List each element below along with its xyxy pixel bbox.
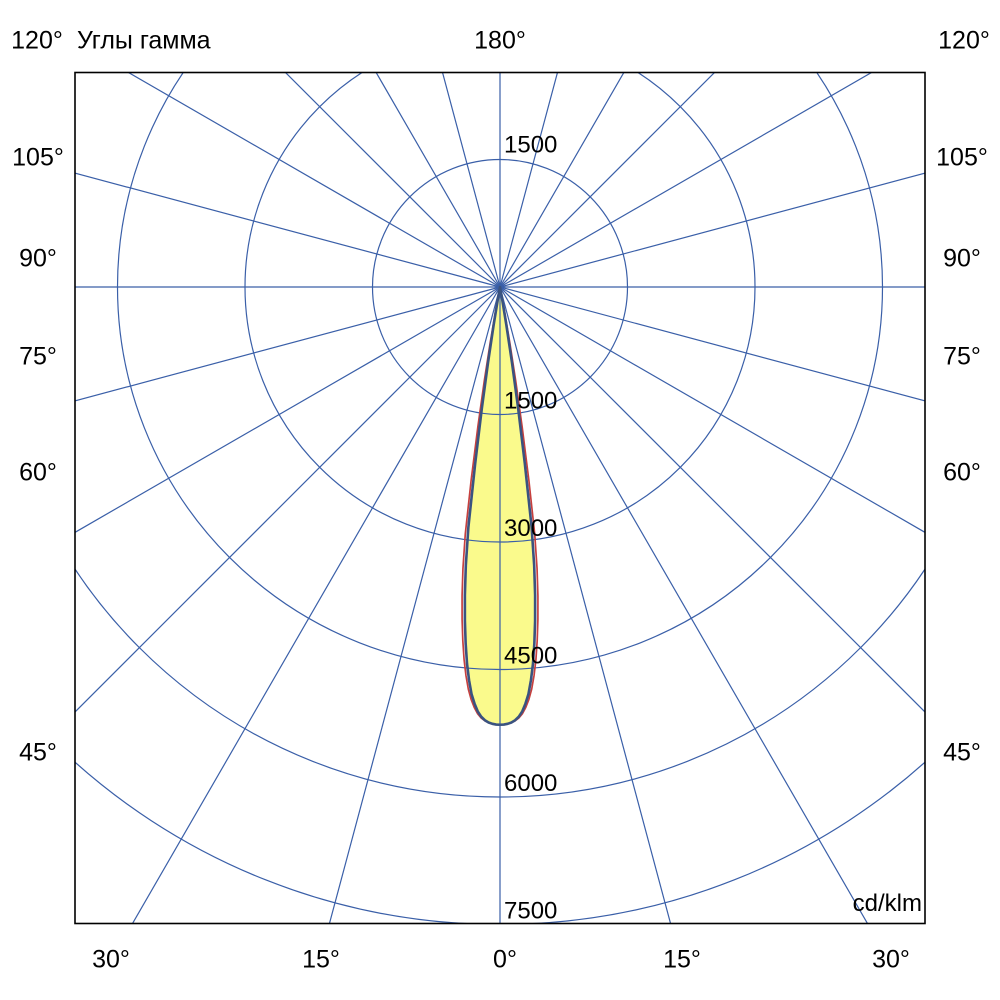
ring-value-labels: 1500 3000 4500 6000 7500 1500	[504, 132, 557, 925]
gamma-label-top-right-corner: 120°	[938, 26, 990, 55]
gamma-label-left-75: 75°	[19, 342, 57, 371]
unit-label: cd/klm	[852, 890, 922, 917]
ring-value-label: 4500	[504, 643, 557, 670]
chart-title: Углы гамма	[77, 26, 211, 55]
gamma-label-top-left-corner: 120°	[11, 26, 63, 55]
gamma-label-right-75: 75°	[943, 342, 981, 371]
ring-value-label: 1500	[504, 388, 557, 415]
gamma-label-right-105: 105°	[936, 143, 988, 172]
gamma-label-right-45: 45°	[943, 738, 981, 767]
gamma-label-left-90: 90°	[19, 244, 57, 273]
gamma-label-bottom-15-left: 15°	[302, 945, 340, 974]
ring-value-label: 1500	[504, 132, 557, 159]
gamma-label-bottom-0: 0°	[493, 945, 517, 974]
gamma-label-left-45: 45°	[19, 738, 57, 767]
ring-value-label: 7500	[504, 898, 557, 925]
gamma-label-left-60: 60°	[19, 458, 57, 487]
gamma-label-right-60: 60°	[943, 458, 981, 487]
plot-border	[74, 71, 926, 925]
ring-value-label: 6000	[504, 770, 557, 797]
gamma-label-left-105: 105°	[12, 143, 64, 172]
gamma-label-right-90: 90°	[943, 244, 981, 273]
gamma-label-top-center: 180°	[474, 26, 526, 55]
ring-value-label: 3000	[504, 515, 557, 542]
gamma-label-bottom-15-right: 15°	[663, 945, 701, 974]
intensity-lobe-outline	[463, 285, 537, 727]
gamma-label-bottom-30-left: 30°	[92, 945, 130, 974]
gamma-label-bottom-30-right: 30°	[872, 945, 910, 974]
